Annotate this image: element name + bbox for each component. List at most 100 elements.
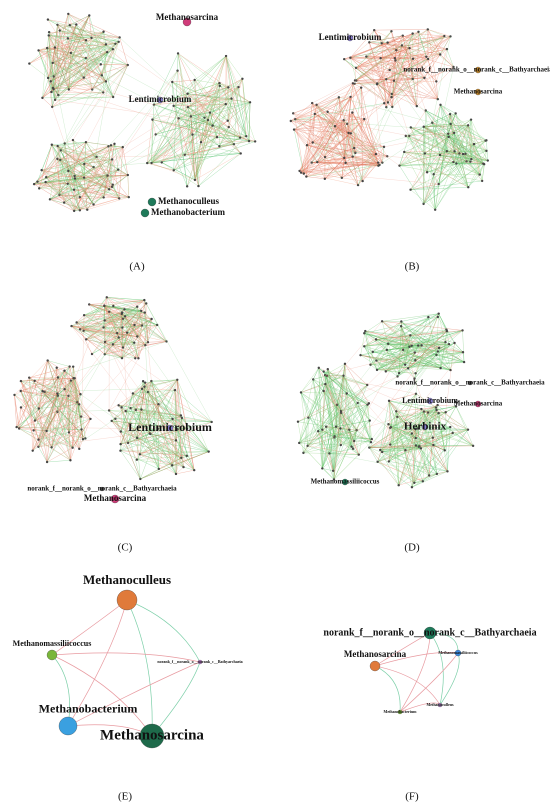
edge: [338, 97, 379, 163]
edge: [93, 162, 148, 168]
edge: [119, 37, 128, 66]
node-dot: [414, 436, 417, 440]
edge: [49, 189, 110, 200]
node-dot: [292, 128, 296, 131]
edge: [299, 429, 357, 444]
edge: [151, 87, 229, 164]
edge: [84, 174, 128, 178]
edge: [29, 377, 75, 379]
node-dot: [102, 326, 105, 329]
edge: [343, 375, 372, 443]
edge: [104, 341, 135, 343]
edge: [347, 112, 353, 124]
edge: [381, 43, 387, 108]
network-panel: Lentimicrobiumnorank_f__norank_o__norank…: [13, 296, 213, 554]
edge: [311, 119, 472, 163]
edge: [354, 29, 428, 81]
edge: [409, 132, 455, 137]
taxon-label: Lentimicrobium: [129, 94, 192, 104]
edge: [350, 30, 375, 58]
edge: [14, 394, 20, 429]
edge: [130, 380, 152, 409]
edge: [397, 345, 412, 377]
node-dot: [88, 14, 91, 17]
edge: [334, 126, 346, 163]
node-dot: [53, 46, 57, 49]
edge: [140, 455, 187, 480]
edge: [409, 113, 456, 137]
edge: [57, 411, 71, 461]
edge: [14, 394, 80, 449]
edge: [51, 24, 77, 93]
edge: [392, 45, 403, 107]
edge: [68, 13, 128, 66]
edge: [84, 313, 122, 316]
edge: [459, 153, 471, 162]
edge: [415, 445, 430, 476]
edge: [333, 335, 411, 471]
edge: [387, 35, 403, 43]
edge: [83, 330, 135, 343]
edge: [242, 78, 250, 142]
edge: [354, 440, 372, 443]
edge: [73, 366, 81, 395]
edge: [388, 413, 439, 462]
taxon-node: [346, 34, 354, 42]
edge: [57, 143, 65, 147]
edge: [29, 366, 70, 378]
edge: [468, 174, 480, 188]
edge: [468, 150, 487, 188]
edge: [423, 126, 428, 173]
edge: [423, 123, 451, 127]
edge: [177, 429, 195, 471]
taxon-label: Methanomassiliicoccus: [311, 478, 380, 486]
node-dot: [108, 310, 111, 314]
node-dot: [422, 125, 425, 128]
edge: [151, 381, 160, 469]
edge: [121, 382, 146, 408]
edge: [147, 78, 243, 164]
edge: [374, 30, 396, 61]
edge: [38, 360, 48, 447]
edge: [74, 145, 112, 212]
edge: [38, 428, 178, 447]
node-dot: [417, 344, 420, 347]
node-dot: [334, 425, 338, 428]
node-dot: [296, 420, 300, 423]
edge: [372, 321, 402, 352]
edge: [352, 83, 362, 88]
edge: [388, 400, 418, 429]
edge: [48, 32, 93, 90]
edge: [311, 120, 344, 163]
edge: [132, 393, 209, 452]
node-dot: [306, 444, 309, 448]
edge: [446, 331, 450, 345]
edge: [410, 335, 464, 353]
edge: [121, 313, 158, 326]
taxon-node: [46, 649, 58, 661]
edge: [59, 30, 70, 90]
node-dot: [102, 30, 105, 33]
node-dot: [444, 411, 447, 414]
edge: [225, 56, 247, 137]
edge: [139, 454, 173, 466]
edge: [369, 42, 393, 107]
edge: [173, 103, 226, 107]
edge: [370, 344, 450, 365]
edge: [49, 32, 120, 38]
node-dot: [455, 162, 458, 165]
edge: [438, 347, 451, 371]
edge: [326, 375, 335, 438]
node-dot: [46, 18, 50, 21]
edge: [414, 481, 423, 483]
node-dot: [486, 159, 489, 162]
edge: [440, 104, 456, 114]
edge: [398, 471, 448, 486]
edge: [404, 151, 436, 210]
node-dot: [413, 377, 416, 380]
node-dot: [124, 409, 127, 413]
node-dot: [345, 392, 348, 395]
node-dot: [140, 408, 143, 411]
edge: [20, 380, 39, 409]
edge: [355, 31, 392, 68]
